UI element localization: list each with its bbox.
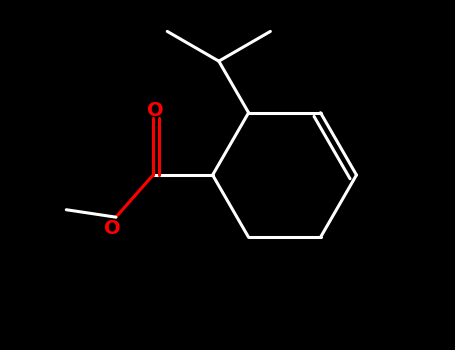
Text: O: O <box>147 101 164 120</box>
Text: O: O <box>104 219 120 238</box>
